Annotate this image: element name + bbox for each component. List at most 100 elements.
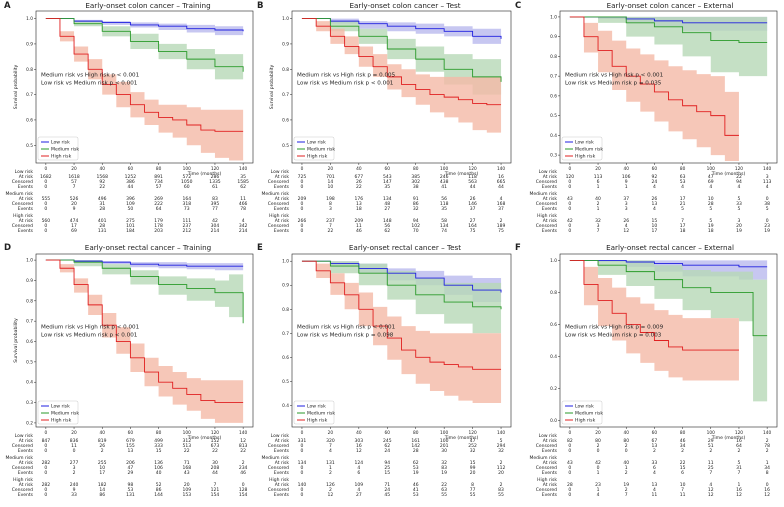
- risk-table-cell: 386: [126, 179, 135, 185]
- risk-table-cell: 184: [126, 228, 135, 234]
- risk-table-cell: 109: [355, 482, 364, 488]
- risk-table-cell: 2: [738, 448, 741, 454]
- risk-group-label: Medium risk: [6, 455, 34, 461]
- x-tick-label: 140: [239, 166, 247, 172]
- y-tick-label: 0.8: [550, 290, 557, 296]
- risk-table-cell: 6: [357, 470, 360, 476]
- risk-table-cell: 120: [566, 174, 575, 180]
- risk-table-cell: 161: [411, 438, 420, 444]
- x-tick-label: 80: [156, 166, 162, 172]
- risk-row-label: At risk: [543, 174, 558, 180]
- risk-table-cell: 40: [595, 196, 601, 202]
- risk-table-cell: 5: [500, 438, 503, 444]
- risk-table-cell: 275: [126, 218, 135, 224]
- risk-table-cell: 813: [239, 443, 248, 449]
- risk-table-cell: 3: [766, 174, 769, 180]
- risk-table-cell: 99: [470, 465, 476, 471]
- risk-table-cell: 0: [766, 482, 769, 488]
- risk-table-cell: 5: [709, 218, 712, 224]
- risk-table-cell: 2: [597, 443, 600, 449]
- x-tick-label: 0: [301, 430, 304, 436]
- x-axis-label: Time (months): [444, 435, 479, 441]
- risk-table-cell: 92: [652, 174, 658, 180]
- risk-table-cell: 82: [567, 438, 573, 444]
- risk-group-label: High risk: [537, 213, 557, 219]
- risk-group-label: Medium risk: [6, 191, 34, 197]
- x-axis-label: Time (months): [711, 435, 746, 441]
- risk-table-cell: 62: [240, 184, 246, 190]
- plot-frame: [291, 10, 512, 164]
- risk-table-cell: 5: [709, 206, 712, 212]
- risk-table-cell: 0: [301, 184, 304, 190]
- ci-band-medium-risk: [569, 260, 768, 402]
- x-tick-label: 60: [385, 166, 391, 172]
- risk-row-label: Censored: [536, 223, 557, 229]
- risk-table-cell: 543: [383, 174, 392, 180]
- risk-table-cell: 7: [625, 492, 628, 498]
- risk-table-cell: 60: [184, 184, 190, 190]
- risk-table-cell: 31: [99, 201, 105, 207]
- risk-table-cell: 34: [764, 465, 770, 471]
- risk-row-label: At risk: [275, 460, 290, 466]
- risk-table-cell: 255: [98, 460, 107, 466]
- risk-table-cell: 164: [182, 196, 191, 202]
- risk-table-cell: 22: [328, 228, 334, 234]
- ci-band-low-risk: [301, 18, 502, 49]
- risk-table-cell: 55: [441, 492, 447, 498]
- risk-table-cell: 40: [623, 460, 629, 466]
- x-tick-label: 100: [440, 430, 448, 436]
- y-tick-label: 0.9: [282, 283, 289, 289]
- y-tick-label: 0.3: [26, 400, 33, 406]
- risk-table-cell: 1: [597, 487, 600, 493]
- x-tick-label: 80: [680, 166, 686, 172]
- risk-table-cell: 1: [625, 465, 628, 471]
- risk-table-cell: 282: [42, 460, 51, 466]
- risk-table-cell: 75: [470, 228, 476, 234]
- plot-frame: [559, 10, 778, 164]
- x-tick-label: 60: [652, 166, 658, 172]
- x-tick-label: 60: [128, 430, 134, 436]
- y-tick-label: 0.8: [26, 67, 33, 73]
- risk-table-cell: 25: [384, 465, 390, 471]
- risk-table-cell: 269: [154, 196, 163, 202]
- risk-table-cell: 0: [44, 448, 47, 454]
- risk-table-cell: 46: [356, 228, 362, 234]
- risk-table-cell: 29: [708, 438, 714, 444]
- risk-table-cell: 13: [356, 201, 362, 207]
- chart-title: Early-onset rectal cancer – External: [606, 243, 734, 252]
- risk-row-label: Events: [18, 184, 34, 190]
- risk-table-cell: 28: [99, 206, 105, 212]
- risk-table-cell: 212: [182, 228, 191, 234]
- risk-table-cell: 395: [211, 201, 220, 207]
- risk-table-cell: 8: [766, 470, 769, 476]
- risk-table-cell: 40: [156, 470, 162, 476]
- x-tick-label: 100: [183, 430, 191, 436]
- x-tick-label: 20: [595, 166, 601, 172]
- risk-table-cell: 189: [497, 223, 506, 229]
- risk-table-cell: 7: [738, 470, 741, 476]
- legend-box: [293, 400, 335, 425]
- risk-table-cell: 240: [70, 482, 79, 488]
- risk-table-cell: 11: [240, 196, 246, 202]
- risk-table-cell: 53: [680, 179, 686, 185]
- risk-table-cell: 320: [326, 438, 335, 444]
- legend-label: Medium risk: [51, 411, 79, 417]
- risk-table-cell: 0: [625, 448, 628, 454]
- x-tick-label: 20: [328, 166, 334, 172]
- x-tick-label: 140: [497, 166, 505, 172]
- risk-table-cell: 0: [301, 492, 304, 498]
- risk-table-cell: 2: [101, 448, 104, 454]
- risk-table-cell: 22: [240, 448, 246, 454]
- x-tick-label: 0: [44, 430, 47, 436]
- risk-table-cell: 4: [329, 448, 332, 454]
- x-tick-label: 120: [469, 430, 477, 436]
- risk-table-cell: 12: [623, 228, 629, 234]
- risk-table-cell: 0: [568, 184, 571, 190]
- y-tick-label: 0.5: [282, 379, 289, 385]
- risk-row-label: Events: [542, 448, 558, 454]
